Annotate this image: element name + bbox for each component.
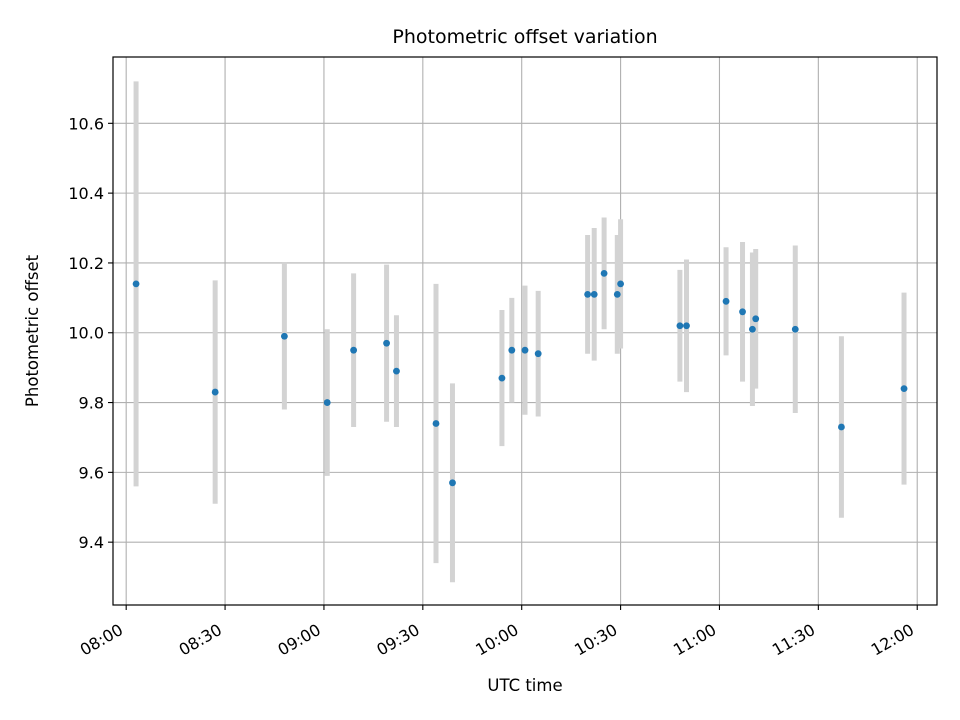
- data-point: [584, 290, 592, 298]
- data-point: [900, 385, 908, 392]
- data-point: [498, 374, 506, 382]
- data-points: [132, 270, 908, 487]
- data-point: [508, 346, 516, 354]
- data-point: [600, 270, 608, 277]
- data-point: [749, 325, 756, 333]
- data-point: [752, 315, 760, 323]
- y-ticks: 9.4 9.6 9.8 10.0 10.2 10.4 10.6: [68, 114, 113, 552]
- data-point: [432, 420, 440, 427]
- y-axis-label: Photometric offset: [23, 254, 42, 407]
- data-point: [676, 322, 684, 330]
- y-tick-label: 9.8: [79, 394, 104, 413]
- y-tick-label: 10.0: [68, 324, 104, 343]
- data-point: [449, 479, 456, 487]
- data-point: [617, 280, 624, 288]
- data-point: [393, 367, 400, 375]
- data-point: [280, 332, 288, 340]
- y-tick-label: 9.6: [79, 463, 104, 482]
- data-point: [791, 325, 799, 333]
- data-point: [211, 388, 219, 396]
- data-point: [590, 290, 598, 298]
- y-tick-label: 10.2: [68, 254, 104, 273]
- data-point: [838, 423, 845, 431]
- data-point: [323, 399, 331, 406]
- data-point: [132, 280, 140, 288]
- chart-title: Photometric offset variation: [392, 26, 657, 48]
- data-point: [739, 308, 746, 316]
- data-point: [722, 297, 730, 305]
- data-point: [521, 346, 529, 354]
- data-point: [613, 290, 621, 298]
- data-point: [534, 350, 542, 358]
- y-tick-label: 10.6: [68, 114, 104, 133]
- data-point: [350, 346, 358, 354]
- data-point: [683, 322, 690, 330]
- y-tick-label: 9.4: [79, 533, 104, 552]
- axes-frame: [112, 56, 938, 606]
- x-axis-label: UTC time: [487, 676, 562, 695]
- y-tick-label: 10.4: [68, 184, 104, 203]
- data-point: [383, 339, 390, 347]
